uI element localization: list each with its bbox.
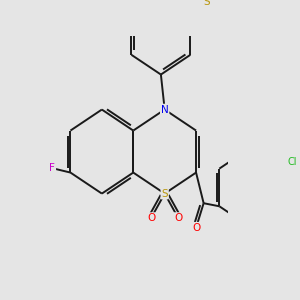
Text: N: N (161, 105, 169, 115)
Text: O: O (147, 213, 155, 223)
Text: S: S (161, 189, 168, 199)
Text: Cl: Cl (287, 157, 297, 166)
Text: S: S (204, 0, 210, 7)
Text: O: O (192, 223, 200, 233)
Text: O: O (174, 213, 182, 223)
Text: F: F (50, 163, 55, 173)
